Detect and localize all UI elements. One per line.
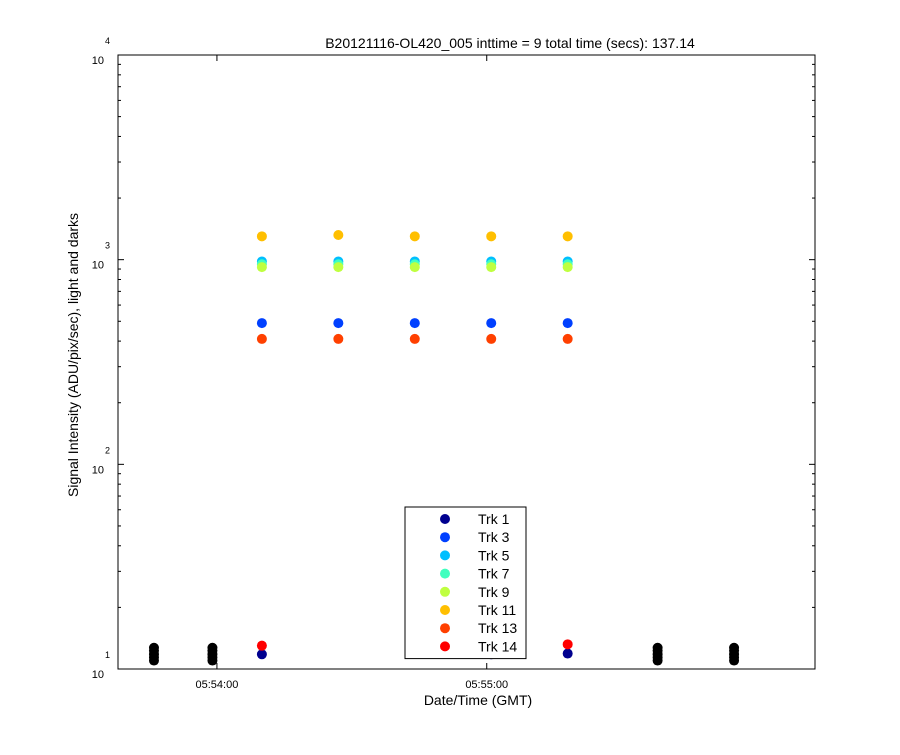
data-point-trk-3: [256, 318, 267, 329]
dark-frame-point: [652, 642, 663, 653]
dark-frame-point: [207, 642, 218, 653]
legend-marker: [440, 586, 450, 597]
y-axis-title: Signal Intensity (ADU/pix/sec), light an…: [65, 213, 81, 497]
y-tick-label-exponent: 4: [105, 36, 110, 46]
legend-marker: [440, 623, 450, 634]
data-point-trk-9: [562, 262, 573, 273]
y-tick-label-base: 10: [92, 669, 104, 681]
chart-title: B20121116-OL420_005 inttime = 9 total ti…: [325, 35, 695, 51]
legend-label: Trk 5: [478, 547, 510, 563]
y-tick-label-base: 10: [92, 464, 104, 476]
y-tick-label-base: 10: [92, 55, 104, 67]
legend-marker: [440, 532, 450, 543]
data-point-trk-3: [333, 318, 344, 329]
legend-label: Trk 3: [478, 529, 510, 545]
data-point-trk-1: [562, 648, 573, 659]
legend-label: Trk 9: [478, 584, 510, 600]
data-point-trk-3: [409, 318, 420, 329]
data-point-trk-3: [562, 318, 573, 329]
legend-box: [404, 506, 527, 660]
data-point-trk-11: [409, 231, 420, 242]
legend-label: Trk 1: [478, 511, 510, 527]
legend-marker: [440, 514, 450, 524]
data-point-trk-1: [256, 649, 267, 660]
legend: Trk 1 Trk 3 Trk 5 Trk 7 Trk 9 Trk 11 Trk 13 Trk…: [404, 506, 527, 660]
data-point-trk-13: [256, 333, 267, 344]
data-point-trk-14: [562, 639, 573, 650]
legend-label: Trk 11: [478, 602, 516, 618]
y-tick-label-exponent: 1: [105, 650, 110, 660]
legend-marker: [440, 605, 450, 615]
data-point-trk-14: [256, 640, 267, 651]
data-point-trk-11: [333, 229, 344, 240]
data-point-trk-11: [562, 231, 573, 242]
x-tick-label: 05:55:00: [465, 679, 508, 691]
data-point-trk-9: [256, 262, 267, 273]
legend-marker: [440, 568, 450, 579]
legend-label: Trk 7: [478, 566, 510, 582]
y-tick-label-base: 10: [92, 260, 104, 272]
legend-marker: [440, 641, 450, 652]
data-point-trk-13: [562, 333, 573, 344]
legend-label: Trk 14: [478, 638, 517, 654]
data-point-trk-13: [486, 333, 497, 344]
legend-marker: [440, 550, 450, 561]
data-point-trk-13: [333, 333, 344, 344]
legend-label: Trk 13: [478, 620, 517, 636]
data-points: [148, 229, 740, 666]
y-tick-label-exponent: 2: [105, 445, 110, 455]
data-point-trk-13: [409, 333, 420, 344]
data-point-trk-9: [409, 262, 420, 273]
x-axis-title: Date/Time (GMT): [424, 692, 532, 708]
x-tick-label: 05:54:00: [196, 679, 239, 691]
data-point-trk-9: [333, 262, 344, 273]
data-point-trk-9: [486, 262, 497, 273]
data-point-trk-11: [486, 231, 497, 242]
data-point-trk-11: [256, 231, 267, 242]
dark-frame-point: [148, 642, 159, 653]
dark-frame-point: [729, 642, 740, 653]
y-tick-label-exponent: 3: [105, 241, 110, 251]
data-point-trk-3: [486, 318, 497, 329]
